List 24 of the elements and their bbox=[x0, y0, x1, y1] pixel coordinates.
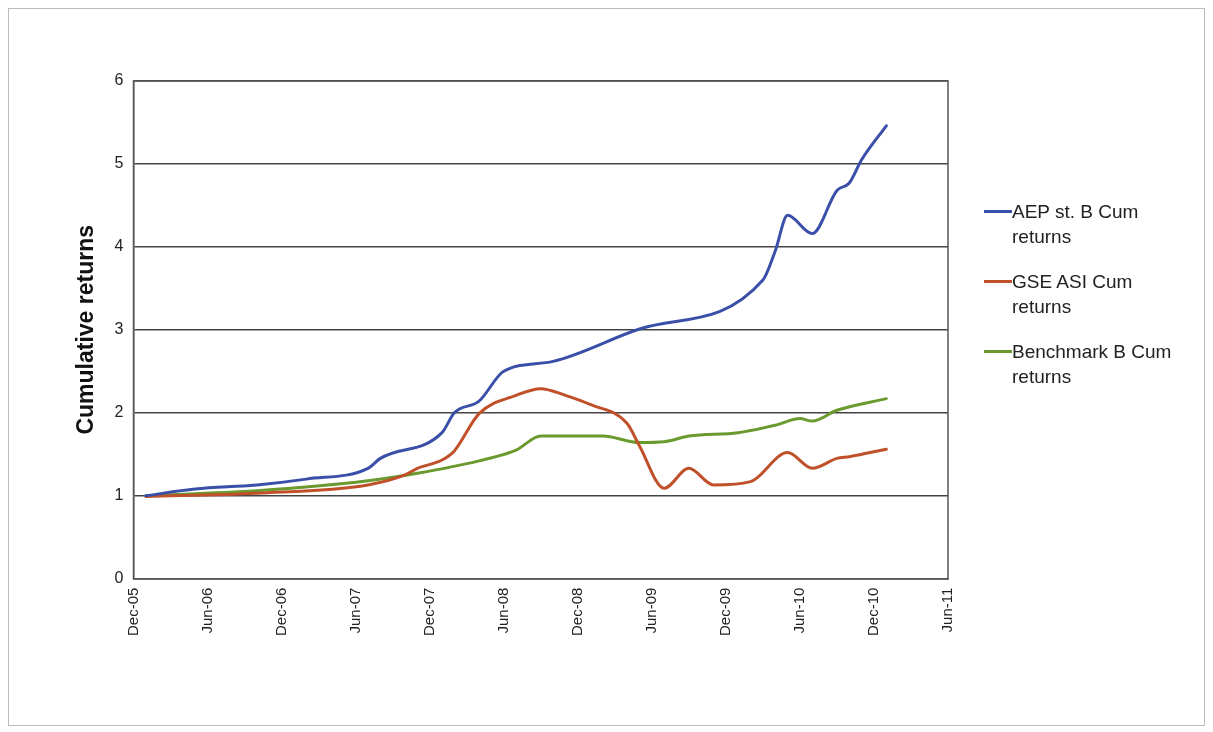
x-tick-label: Dec-08 bbox=[567, 587, 585, 636]
x-tick-label: Jun-08 bbox=[493, 587, 511, 634]
y-tick-label: 0 bbox=[114, 569, 124, 587]
x-tick-label: Dec-07 bbox=[419, 587, 437, 636]
x-tick-label: Dec-09 bbox=[716, 587, 733, 636]
legend-label: GSE ASI Cum returns bbox=[1012, 270, 1134, 319]
x-tick-label: Jun-06 bbox=[197, 587, 215, 634]
y-tick-label: 6 bbox=[114, 71, 124, 89]
x-tick-label: Jun-07 bbox=[345, 587, 363, 634]
x-tick-label: Jun-10 bbox=[790, 587, 808, 634]
y-tick-label: 3 bbox=[114, 320, 124, 338]
line-series bbox=[144, 124, 888, 498]
y-tick-label: 1 bbox=[114, 486, 124, 504]
x-tick-label: Dec-10 bbox=[864, 587, 882, 636]
y-tick-label: 5 bbox=[114, 154, 124, 172]
x-tick-label: Jun-11 bbox=[938, 587, 956, 633]
y-tick-label: 2 bbox=[114, 403, 124, 421]
x-tick-label: Dec-05 bbox=[123, 587, 141, 636]
y-tick-label: 4 bbox=[114, 237, 124, 255]
x-tick-label: Jun-09 bbox=[641, 587, 659, 634]
y-axis-title: Cumulative returns bbox=[72, 225, 99, 435]
legend-label: AEP st. B Cum returns bbox=[1012, 200, 1140, 249]
legend-label: Benchmark B Cum returns bbox=[1012, 340, 1173, 389]
x-tick-label: Dec-06 bbox=[271, 587, 289, 636]
